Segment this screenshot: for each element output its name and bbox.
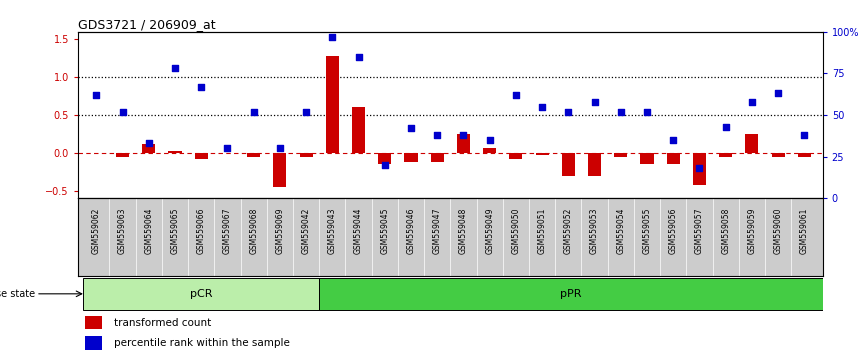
Text: GSM559063: GSM559063	[118, 207, 127, 254]
Bar	[746, 134, 759, 153]
Text: GSM559045: GSM559045	[380, 207, 389, 254]
Bar	[352, 108, 365, 153]
Text: GSM559042: GSM559042	[301, 207, 311, 254]
Text: GSM559048: GSM559048	[459, 207, 468, 254]
Text: GSM559064: GSM559064	[145, 207, 153, 254]
Point	[561, 109, 575, 115]
Text: GSM559051: GSM559051	[538, 207, 546, 254]
Text: GSM559043: GSM559043	[328, 207, 337, 254]
Point	[273, 145, 287, 151]
Text: transformed count: transformed count	[113, 318, 211, 327]
Text: GSM559046: GSM559046	[406, 207, 416, 254]
Bar	[535, 153, 549, 155]
Bar	[247, 153, 260, 156]
Text: GSM559044: GSM559044	[354, 207, 363, 254]
Text: GSM559052: GSM559052	[564, 207, 572, 254]
Bar	[457, 134, 470, 153]
Bar	[798, 153, 811, 156]
Bar	[588, 153, 601, 176]
Bar	[509, 153, 522, 159]
Text: GSM559054: GSM559054	[617, 207, 625, 254]
Text: GSM559060: GSM559060	[773, 207, 783, 254]
Point	[168, 65, 182, 71]
Bar	[772, 153, 785, 156]
Bar	[326, 56, 339, 153]
Bar	[614, 153, 627, 156]
Point	[535, 104, 549, 110]
Point	[247, 109, 261, 115]
Text: GDS3721 / 206909_at: GDS3721 / 206909_at	[78, 18, 216, 31]
Point	[509, 92, 523, 98]
Text: GSM559049: GSM559049	[485, 207, 494, 254]
Bar	[430, 153, 443, 162]
Bar	[719, 153, 733, 156]
Text: GSM559069: GSM559069	[275, 207, 284, 254]
Text: GSM559050: GSM559050	[512, 207, 520, 254]
Bar	[83, 278, 320, 310]
Bar	[116, 153, 129, 156]
Bar	[168, 152, 182, 153]
Bar	[86, 336, 102, 350]
Text: GSM559057: GSM559057	[695, 207, 704, 254]
Bar	[483, 148, 496, 153]
Bar	[86, 316, 102, 329]
Bar	[562, 153, 575, 176]
Bar	[404, 153, 417, 162]
Text: GSM559066: GSM559066	[197, 207, 206, 254]
Point	[142, 141, 156, 146]
Bar	[142, 144, 155, 153]
Point	[588, 99, 602, 104]
Point	[640, 109, 654, 115]
Text: GSM559067: GSM559067	[223, 207, 232, 254]
Bar	[300, 153, 313, 156]
Bar	[693, 153, 706, 185]
Point	[352, 54, 365, 59]
Point	[798, 132, 811, 138]
Point	[772, 91, 785, 96]
Text: percentile rank within the sample: percentile rank within the sample	[113, 338, 289, 348]
Point	[115, 109, 129, 115]
Text: pPR: pPR	[560, 289, 582, 299]
Text: GSM559062: GSM559062	[92, 207, 100, 254]
Point	[614, 109, 628, 115]
Point	[456, 132, 470, 138]
Point	[482, 137, 496, 143]
Bar	[667, 153, 680, 164]
Point	[326, 34, 339, 40]
Point	[666, 137, 680, 143]
Point	[404, 126, 418, 131]
Text: GSM559061: GSM559061	[800, 207, 809, 254]
Bar	[274, 153, 287, 187]
Text: GSM559065: GSM559065	[171, 207, 179, 254]
Text: GSM559059: GSM559059	[747, 207, 756, 254]
Text: pCR: pCR	[190, 289, 212, 299]
Bar	[641, 153, 654, 164]
Bar	[320, 278, 823, 310]
Point	[719, 124, 733, 130]
Text: GSM559068: GSM559068	[249, 207, 258, 254]
Text: GSM559047: GSM559047	[433, 207, 442, 254]
Point	[693, 165, 707, 171]
Text: GSM559053: GSM559053	[590, 207, 599, 254]
Point	[299, 109, 313, 115]
Bar	[378, 153, 391, 164]
Point	[194, 84, 208, 90]
Point	[378, 162, 391, 168]
Point	[745, 99, 759, 104]
Text: GSM559056: GSM559056	[669, 207, 678, 254]
Text: disease state: disease state	[0, 289, 35, 299]
Point	[430, 132, 444, 138]
Text: GSM559055: GSM559055	[643, 207, 651, 254]
Text: GSM559058: GSM559058	[721, 207, 730, 254]
Bar	[195, 153, 208, 159]
Point	[89, 92, 103, 98]
Point	[221, 145, 235, 151]
